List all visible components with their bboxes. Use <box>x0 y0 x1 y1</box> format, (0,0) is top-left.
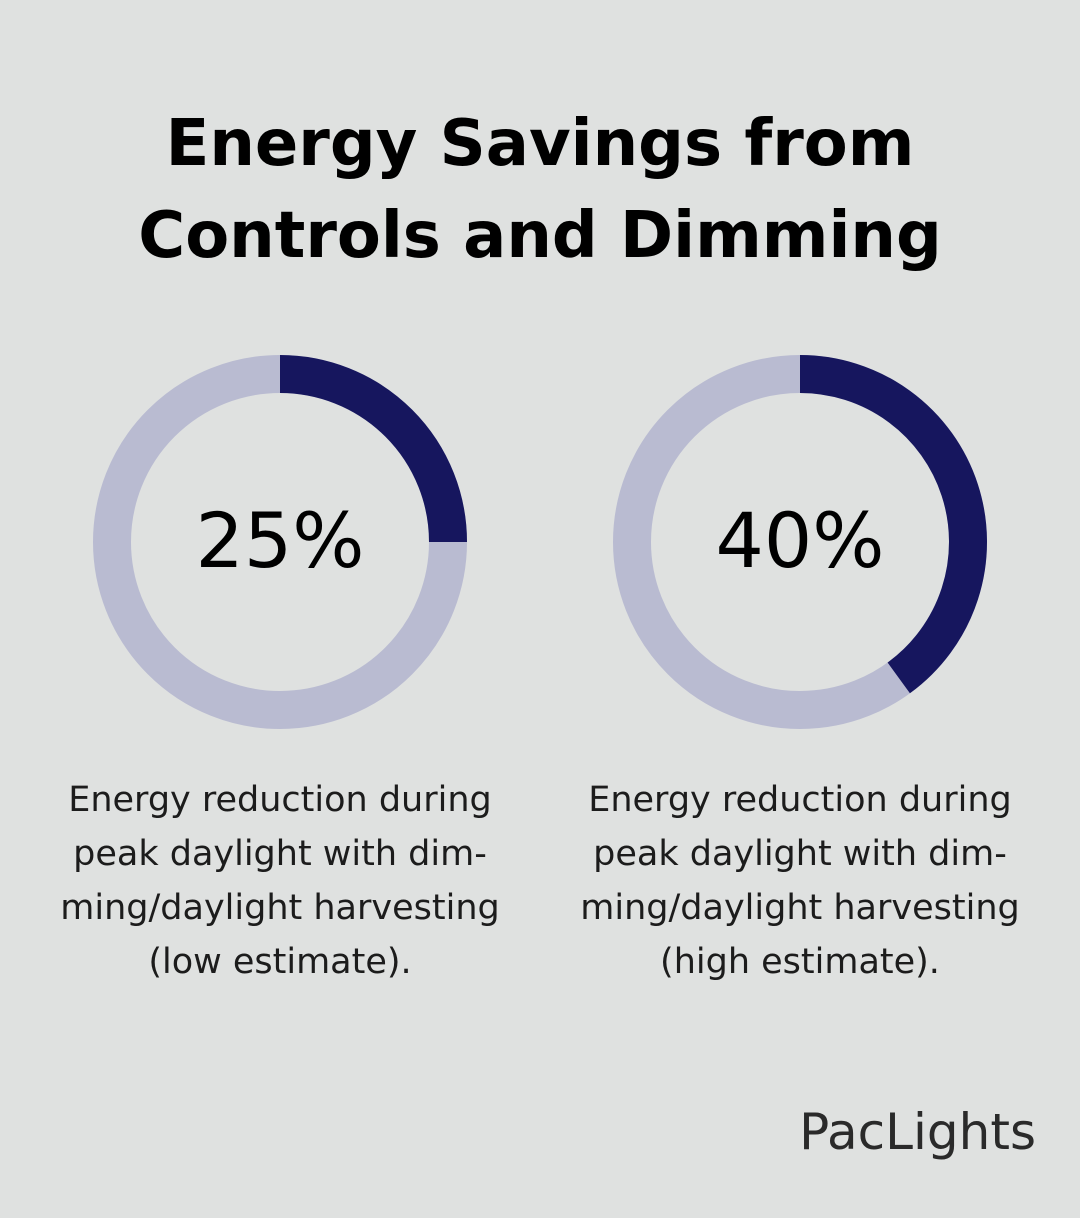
caption: Energy reduction during peak daylight wi… <box>50 773 510 989</box>
caption-line: Energy reduction during <box>588 780 1012 820</box>
caption-line: (high estimate). <box>660 942 940 982</box>
donut-svg-low <box>93 355 467 729</box>
chart-title-line-2: Controls and Dimming <box>138 199 942 273</box>
donut-value-arc <box>799 355 987 694</box>
chart-title-line-1: Energy Savings from <box>165 107 915 181</box>
percent-label: 40% <box>715 496 885 585</box>
caption-line: ming/daylight harvesting <box>580 888 1020 928</box>
chart-title: Energy Savings from Controls and Dimming <box>0 98 1080 282</box>
donut-value-arc <box>279 355 467 543</box>
caption-line: ming/daylight harvesting <box>60 888 500 928</box>
donut-chart-low: 25% Energy reduction during peak dayligh… <box>20 355 540 995</box>
paclights-logo: PacLights <box>799 1103 1036 1161</box>
caption-line: peak daylight with dim- <box>593 834 1007 874</box>
donut-chart-high: 40% Energy reduction during peak dayligh… <box>540 355 1060 995</box>
donut-svg-high <box>613 355 987 729</box>
caption-line: peak daylight with dim- <box>73 834 487 874</box>
caption: Energy reduction during peak daylight wi… <box>570 773 1030 989</box>
percent-label: 25% <box>195 496 365 585</box>
caption-line: (low estimate). <box>148 942 412 982</box>
caption-line: Energy reduction during <box>68 780 492 820</box>
